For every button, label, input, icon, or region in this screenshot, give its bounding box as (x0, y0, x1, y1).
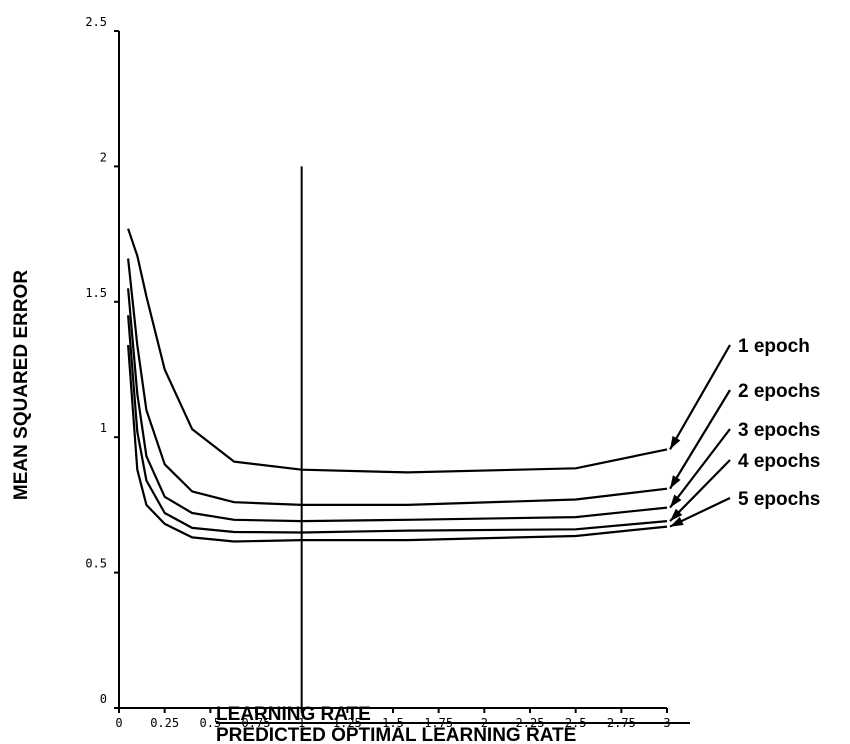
series-line-5 (127, 345, 668, 543)
y-axis-ticks: 0 0.5 1 1.5 2 2.5 (85, 15, 119, 709)
series-label-4: 4 epochs (738, 451, 820, 472)
series-line-2 (127, 258, 668, 506)
series-label-1: 1 epoch (738, 336, 810, 357)
series-label-3: 3 epochs (738, 420, 820, 441)
series-line-1 (127, 228, 668, 474)
x-axis-title-denominator: PREDICTED OPTIMAL LEARNING RATE (216, 725, 576, 744)
y-tick-label: 2.5 (85, 15, 107, 29)
legend-arrow-head (670, 508, 683, 522)
series-label-2: 2 epochs (738, 381, 820, 402)
y-tick-label: 0 (100, 692, 107, 706)
x-tick-label: 0.25 (150, 716, 179, 730)
y-tick-label: 0.5 (85, 557, 107, 571)
series-line-3 (127, 288, 668, 523)
series-labels: 1 epoch 2 epochs 3 epochs 4 epochs 5 epochs (669, 336, 820, 528)
y-tick-label: 2 (100, 150, 107, 164)
series-lines (127, 228, 668, 543)
y-tick-label: 1.5 (85, 286, 107, 300)
legend-arrow-head (670, 475, 681, 489)
series-label-5: 5 epochs (738, 489, 820, 510)
legend-arrow-head (670, 494, 682, 508)
legend-arrow-line (669, 459, 731, 522)
legend-arrow-head (670, 435, 681, 450)
x-tick-label: 0.5 (199, 716, 221, 730)
legend-arrow-head (670, 516, 684, 527)
x-axis-title-numerator: LEARNING RATE (216, 704, 371, 725)
legend-arrow-line (669, 389, 731, 490)
series-line-4 (127, 315, 668, 534)
y-axis-title: MEAN SQUARED ERROR (11, 270, 32, 500)
legend-arrow-line (669, 428, 731, 509)
y-tick-label: 1 (100, 421, 107, 435)
legend-arrow-line (669, 344, 731, 450)
x-tick-label: 0 (115, 716, 122, 730)
